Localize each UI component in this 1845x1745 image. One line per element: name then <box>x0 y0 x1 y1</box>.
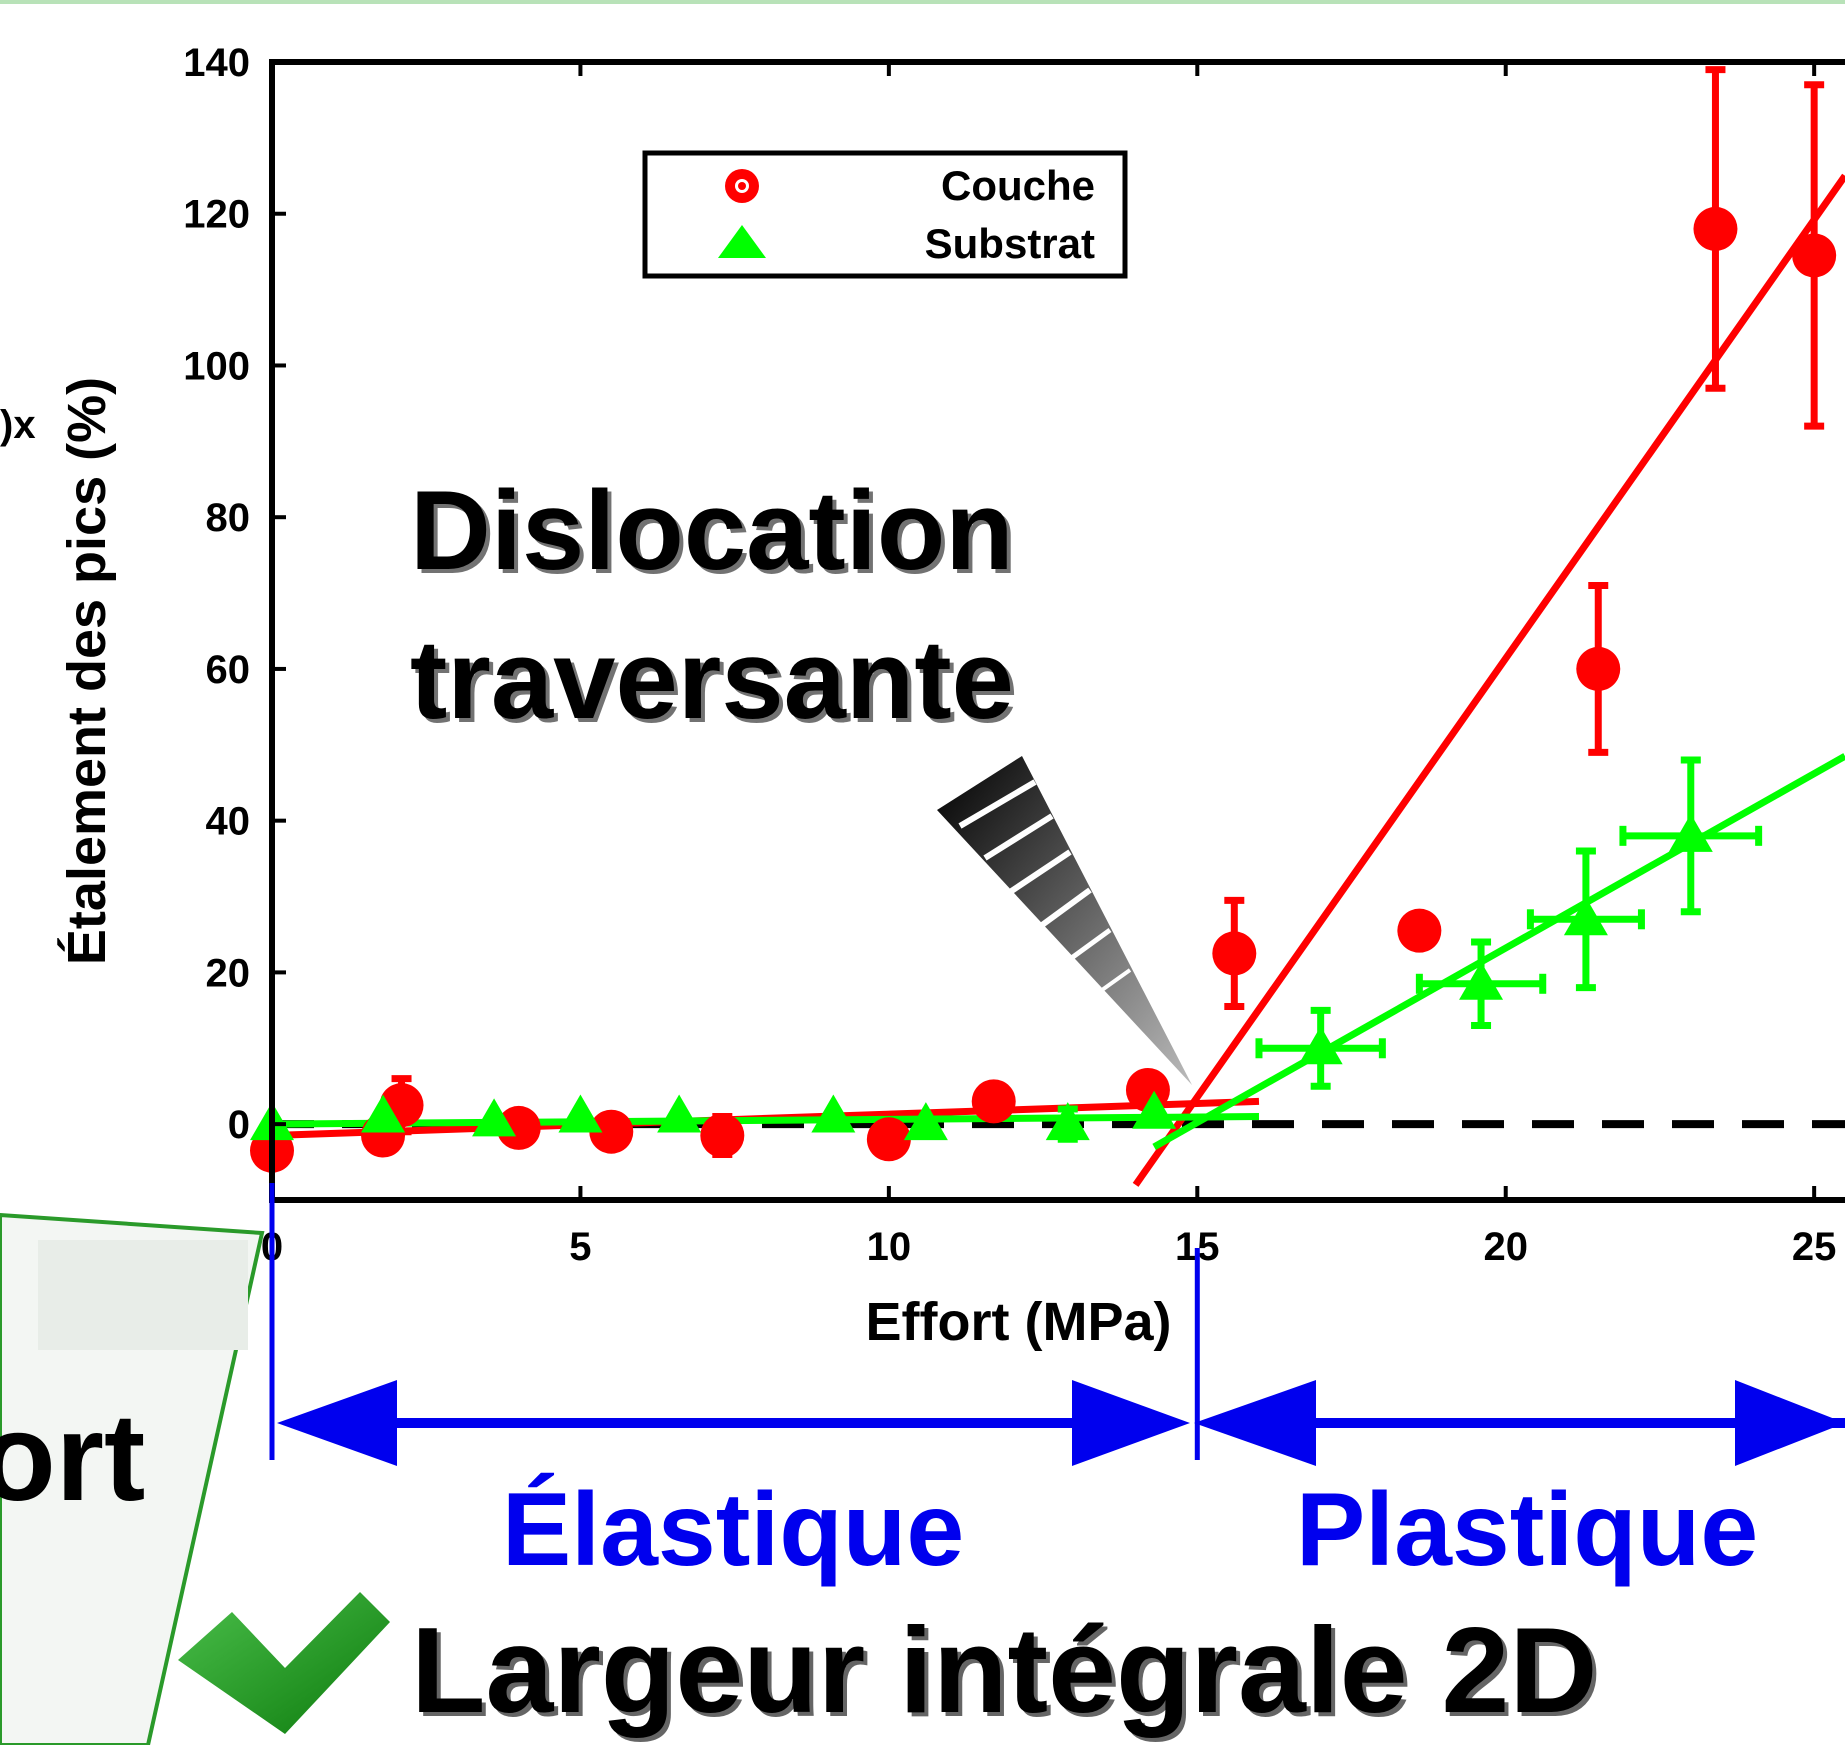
couche-point <box>700 1113 745 1158</box>
substrat-point <box>1132 1090 1177 1129</box>
dislocation-shadow-1: Dislocation <box>414 472 1018 597</box>
elastic-label: Élastique <box>502 1472 964 1588</box>
plastic-arrow-right-head <box>1735 1380 1845 1466</box>
substrat-point <box>811 1094 856 1133</box>
top-border <box>0 0 1845 4</box>
y-tick-label: 20 <box>206 951 251 995</box>
data-points-layer <box>250 66 1837 1173</box>
substrat-point <box>361 1094 406 1133</box>
chart: 0510152025020406080100120140 Effort (MPa… <box>57 41 1845 1352</box>
couche-point <box>1576 646 1621 691</box>
y-tick-label: 60 <box>206 648 251 692</box>
fit-lines-layer <box>271 173 1845 1187</box>
y-tick-label: 40 <box>206 800 251 844</box>
legend-substrat-label: Substrat <box>925 220 1095 267</box>
dislocation-text-2: traversante <box>410 617 1014 742</box>
couche-point <box>1212 931 1257 976</box>
plot-frame <box>269 59 1845 1203</box>
axes-layer <box>269 59 1845 1203</box>
legend: Couche Substrat <box>642 150 1128 279</box>
substrat-point <box>558 1094 603 1133</box>
couche-point <box>1792 233 1837 278</box>
substrat-point <box>657 1094 702 1133</box>
regime-arrows: Élastique Plastique <box>269 1183 1845 1588</box>
dislocation-annotation: Dislocation Dislocation traversante trav… <box>410 468 1192 1085</box>
dislocation-wedge-icon <box>937 756 1192 1085</box>
couche-point <box>496 1105 541 1150</box>
x-tick-label: 25 <box>1792 1225 1837 1269</box>
substrat-point <box>1563 897 1608 936</box>
substrat-fit-line-2 <box>1152 753 1845 1150</box>
x-tick-label: 5 <box>569 1225 591 1269</box>
substrat-point <box>1298 1026 1343 1065</box>
bottom-title: Largeur intégrale 2D <box>411 1602 1597 1738</box>
bottom-title-shadow: Largeur intégrale 2D <box>415 1606 1601 1742</box>
check-icon <box>178 1592 390 1734</box>
substrat-point <box>1045 1102 1090 1141</box>
couche-point <box>971 1079 1016 1124</box>
left-panel-text: ort <box>0 1389 145 1527</box>
y-tick-label: 140 <box>183 41 250 85</box>
left-ylabel-fragment: )x <box>0 403 36 447</box>
y-tick-label: 0 <box>228 1103 250 1147</box>
substrat-point <box>1459 961 1504 1000</box>
couche-point <box>589 1109 634 1154</box>
plastic-label: Plastique <box>1296 1472 1758 1588</box>
substrat-point <box>903 1102 948 1141</box>
y-axis-title: Étalement des pics (%) <box>57 377 117 965</box>
left-panel-shade <box>38 1240 248 1350</box>
y-tick-label: 120 <box>183 193 250 237</box>
plastic-arrow-left-head <box>1194 1380 1316 1466</box>
x-tick-label: 10 <box>867 1225 912 1269</box>
x-axis-title: Effort (MPa) <box>866 1292 1172 1352</box>
substrat-point <box>472 1098 517 1137</box>
left-panel: ort )x <box>0 403 265 1745</box>
substrat-point <box>1668 813 1713 852</box>
legend-substrat-marker <box>718 225 766 258</box>
y-tick-label: 100 <box>183 344 250 388</box>
elastic-arrow-right-head <box>1072 1380 1190 1466</box>
legend-couche-marker-dot <box>738 182 746 190</box>
couche-fit-line-2 <box>1132 173 1845 1187</box>
couche-point <box>1693 206 1738 251</box>
legend-couche-label: Couche <box>941 162 1095 209</box>
substrat-fit-line-1 <box>271 1113 1260 1128</box>
dislocation-text-1: Dislocation <box>410 468 1014 593</box>
couche-point <box>1397 908 1442 953</box>
elastic-arrow-left-head <box>277 1380 397 1466</box>
tick-labels-layer: 0510152025020406080100120140 <box>183 41 1836 1269</box>
couche-point <box>866 1117 911 1162</box>
y-tick-label: 80 <box>206 496 251 540</box>
bottom-title-group: Largeur intégrale 2D Largeur intégrale 2… <box>178 1592 1601 1742</box>
dislocation-shadow-2: traversante <box>414 621 1018 746</box>
x-tick-label: 20 <box>1483 1225 1528 1269</box>
